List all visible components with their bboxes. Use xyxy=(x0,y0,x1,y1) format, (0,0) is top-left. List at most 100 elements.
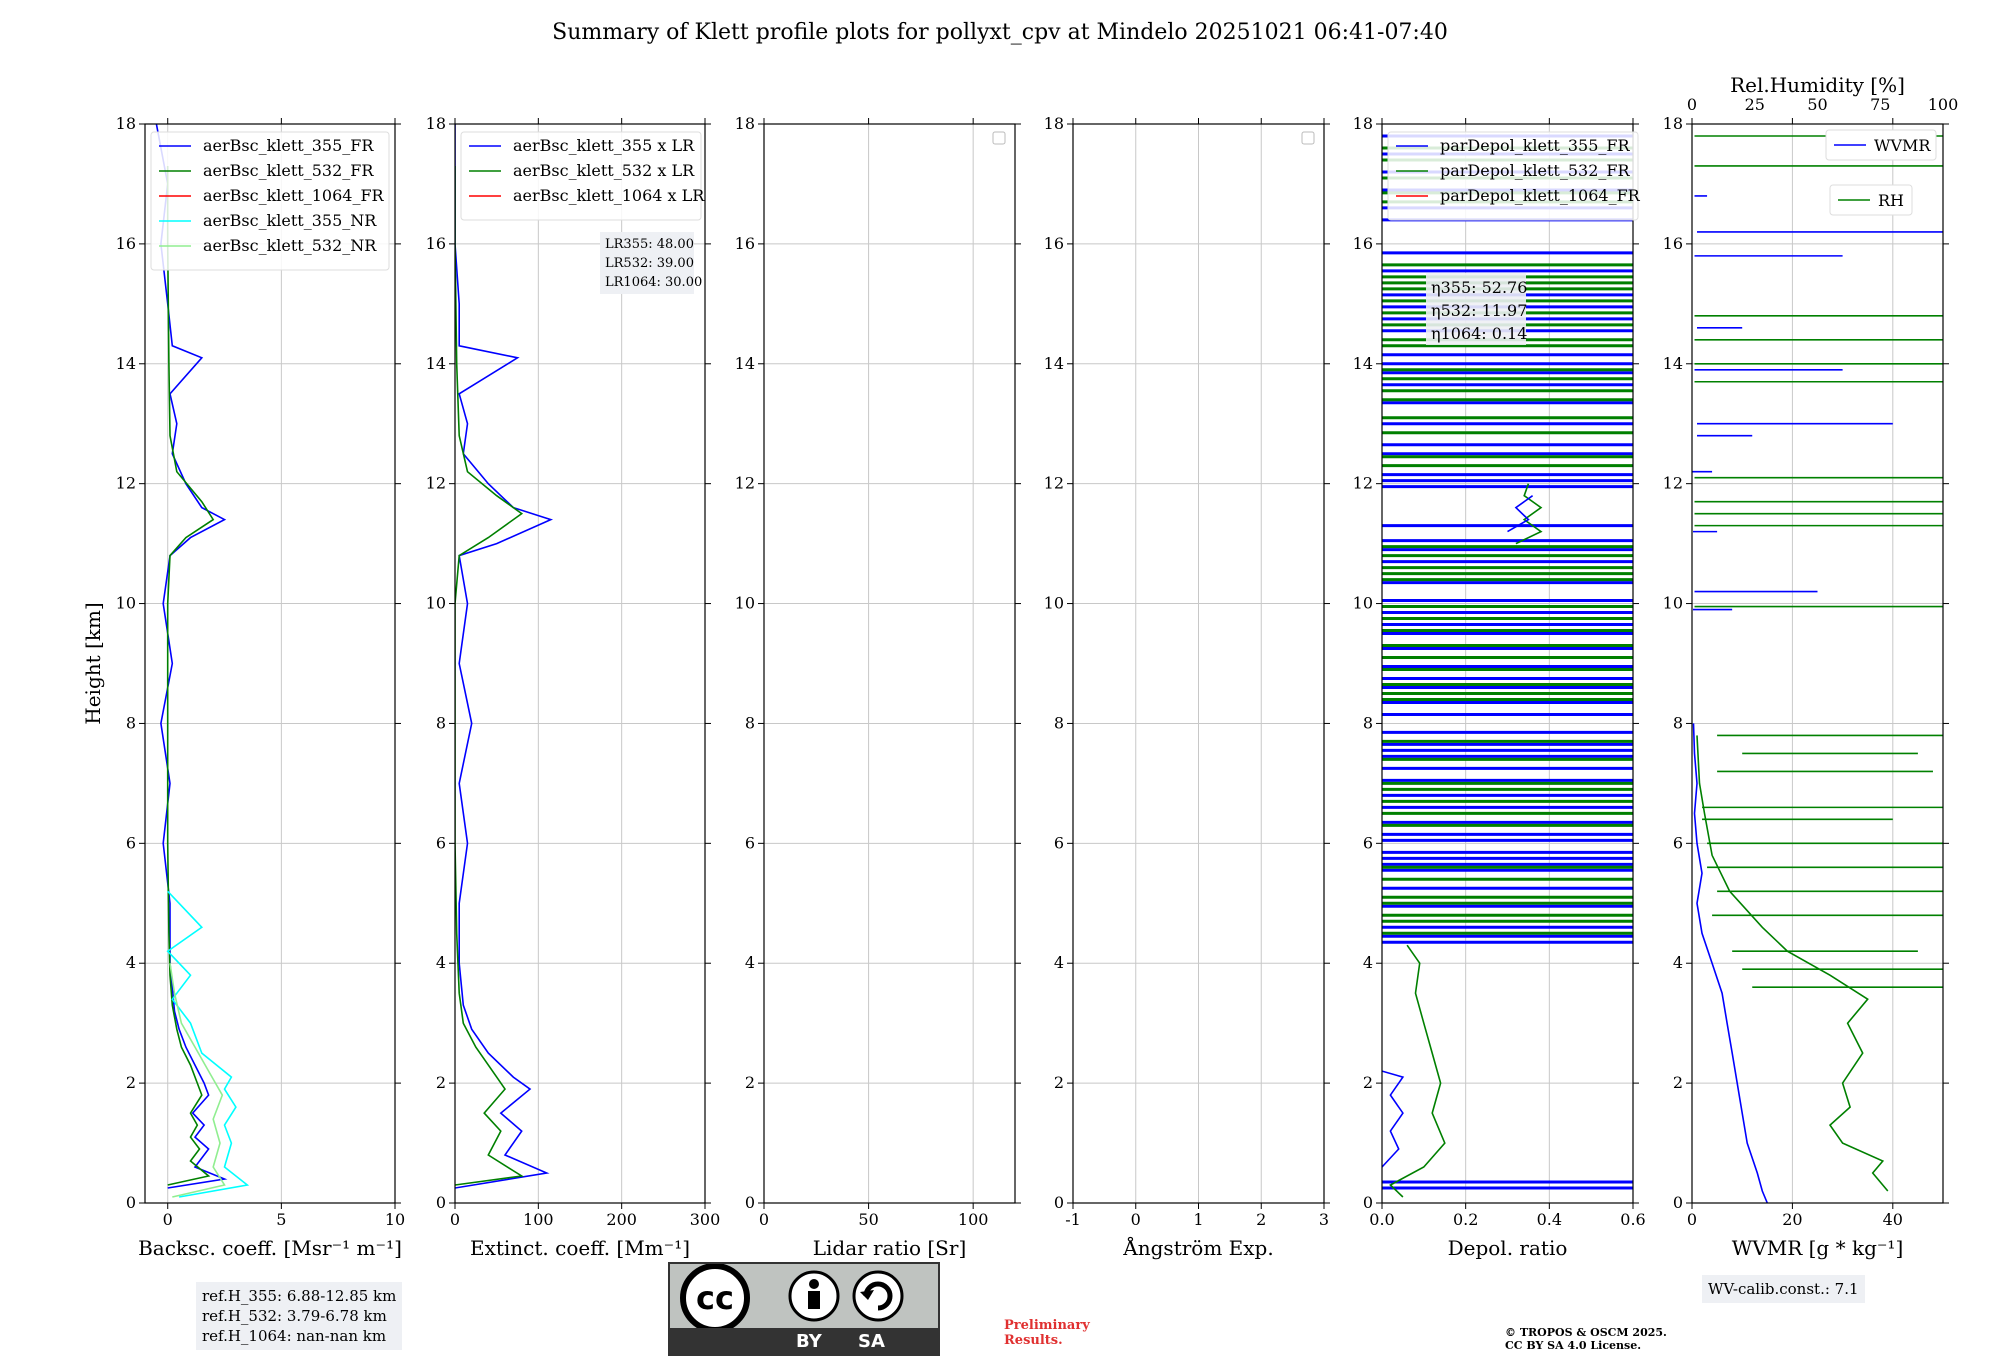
series-RH xyxy=(1696,735,1889,1192)
x-axis-label: Backsc. coeff. [Msr⁻¹ m⁻¹] xyxy=(138,1236,402,1260)
y-tick-label: 12 xyxy=(1044,474,1064,493)
series-group-ext xyxy=(455,124,554,1189)
x-tick-label: 0.4 xyxy=(1537,1210,1562,1229)
lr-value: LR355: 48.00 xyxy=(605,237,694,252)
copyright-note: © TROPOS & OSCM 2025. CC BY SA 4.0 Licen… xyxy=(1505,1326,1667,1352)
y-tick-label: 16 xyxy=(1353,234,1373,253)
top-axis-label: Rel.Humidity [%] xyxy=(1730,73,1905,97)
y-tick-label: 10 xyxy=(1044,594,1064,613)
y-tick-label: 4 xyxy=(1054,953,1064,972)
x-tick-label: 0 xyxy=(1131,1210,1141,1229)
y-tick-label: 18 xyxy=(1353,114,1373,133)
x-tick-label: 20 xyxy=(1782,1210,1802,1229)
ref-height-1064: ref.H_1064: nan-nan km xyxy=(202,1327,387,1345)
y-tick-label: 12 xyxy=(1353,474,1373,493)
lr-value: LR532: 39.00 xyxy=(605,256,694,271)
legend: parDepol_klett_355_FR parDepol_klett_532_… xyxy=(1387,131,1641,221)
y-tick-label: 12 xyxy=(735,474,755,493)
x-tick-label: 300 xyxy=(690,1210,721,1229)
axes-frame xyxy=(1381,123,1634,1204)
cc-by-label: BY xyxy=(796,1331,822,1352)
series-group-bsc xyxy=(155,124,250,1198)
y-tick-label: 16 xyxy=(426,234,446,253)
x-tick-label: 0.2 xyxy=(1453,1210,1478,1229)
y-tick-label: 12 xyxy=(426,474,446,493)
cc-sa-label: SA xyxy=(858,1331,885,1352)
y-tick-label: 6 xyxy=(1363,833,1373,852)
y-tick-label: 0 xyxy=(1054,1193,1064,1212)
top-tick-label: 75 xyxy=(1870,95,1890,114)
ref-heights-box: ref.H_355: 6.88-12.85 km ref.H_532: 3.79… xyxy=(196,1282,403,1350)
y-tick-label: 6 xyxy=(1054,833,1064,852)
x-tick-label: 0.0 xyxy=(1369,1210,1394,1229)
y-tick-label: 4 xyxy=(1363,953,1373,972)
y-tick-label: 18 xyxy=(1663,114,1683,133)
axes-frame xyxy=(763,123,1016,1204)
top-tick-label: 100 xyxy=(1928,95,1959,114)
y-tick-label: 8 xyxy=(436,713,446,732)
panel-bsc: 0 5 10 0 2 4 6 8 10 12 14 16 18 Backsc. coeff. [Msr⁻¹… xyxy=(81,114,405,1260)
top-tick-label: 25 xyxy=(1745,95,1765,114)
copyright-line-2: CC BY SA 4.0 License. xyxy=(1505,1339,1642,1352)
y-tick-label: 18 xyxy=(1044,114,1064,133)
legend-entry: aerBsc_klett_532 x LR xyxy=(513,161,695,180)
y-tick-label: 18 xyxy=(426,114,446,133)
axes-frame xyxy=(454,123,706,1204)
y-tick-label: 12 xyxy=(116,474,136,493)
y-tick-label: 10 xyxy=(1353,594,1373,613)
y-tick-label: 10 xyxy=(116,594,136,613)
legend-box xyxy=(1387,131,1639,221)
eta-box: η355: 52.76 η532: 11.97 η1064: 0.14 xyxy=(1426,273,1527,345)
y-tick-label: 10 xyxy=(1663,594,1683,613)
legend-entry: RH xyxy=(1878,191,1904,210)
y-tick-label: 16 xyxy=(116,234,136,253)
series-aerBsc_klett_355 x LR xyxy=(455,124,554,1189)
series-aerBsc_klett_532 x LR xyxy=(455,166,524,1186)
y-tick-label: 8 xyxy=(1363,713,1373,732)
legend-entry: aerBsc_klett_1064 x LR xyxy=(513,186,705,205)
x-axis-label: Depol. ratio xyxy=(1448,1236,1568,1260)
legend-entry: aerBsc_klett_532_FR xyxy=(203,161,374,180)
legend-entry: aerBsc_klett_355_FR xyxy=(203,136,374,155)
lr-value: LR1064: 30.00 xyxy=(605,275,702,290)
legend-entry: parDepol_klett_355_FR xyxy=(1440,136,1631,155)
y-tick-label: 2 xyxy=(126,1073,136,1092)
series-aerBsc_klett_355_NR xyxy=(166,890,250,1198)
y-tick-label: 0 xyxy=(126,1193,136,1212)
preliminary-note: Preliminary Results. xyxy=(1004,1318,1090,1348)
y-tick-label: 0 xyxy=(1673,1193,1683,1212)
y-tick-label: 4 xyxy=(1673,953,1683,972)
ref-height-532: ref.H_532: 3.79-6.78 km xyxy=(202,1307,387,1325)
eta-value: η1064: 0.14 xyxy=(1431,324,1527,343)
x-tick-label: 3 xyxy=(1319,1210,1329,1229)
series-parDepol_klett_532_FR_cirrus xyxy=(1515,483,1543,545)
empty-legend-box xyxy=(1301,131,1315,145)
svg-text:cc: cc xyxy=(696,1279,734,1317)
y-tick-label: 2 xyxy=(1673,1073,1683,1092)
axes-frame xyxy=(1691,123,1944,1204)
y-tick-label: 4 xyxy=(126,953,136,972)
y-tick-label: 16 xyxy=(1663,234,1683,253)
legend: aerBsc_klett_355 x LR aerBsc_klett_532 x … xyxy=(460,131,705,221)
series-aerBsc_klett_532_FR xyxy=(166,166,215,1186)
y-tick-label: 14 xyxy=(1663,354,1683,373)
panel-wv: 0 20 40 0 2 4 6 8 10 12 14 16 18 WVMR [g * kg⁻¹] 0 25 50… xyxy=(1663,73,1959,1260)
legend-entry: aerBsc_klett_532_NR xyxy=(203,236,377,255)
legend-box-wvmr xyxy=(1825,129,1937,161)
series-WVMR xyxy=(1692,723,1769,1203)
y-tick-label: 0 xyxy=(745,1193,755,1212)
y-tick-label: 2 xyxy=(436,1073,446,1092)
eta-box-bg xyxy=(1426,273,1526,345)
y-tick-label: 10 xyxy=(426,594,446,613)
y-tick-label: 8 xyxy=(745,713,755,732)
series-aerBsc_klett_355_FR xyxy=(155,124,228,1189)
y-tick-label: 14 xyxy=(426,354,446,373)
y-tick-label: 8 xyxy=(1673,713,1683,732)
legend-entry: WVMR xyxy=(1874,136,1931,155)
lr-box-bg xyxy=(600,232,694,294)
x-tick-label: 0.6 xyxy=(1620,1210,1645,1229)
eta-value: η355: 52.76 xyxy=(1431,278,1527,297)
y-tick-label: 0 xyxy=(436,1193,446,1212)
x-tick-label: 1 xyxy=(1193,1210,1203,1229)
